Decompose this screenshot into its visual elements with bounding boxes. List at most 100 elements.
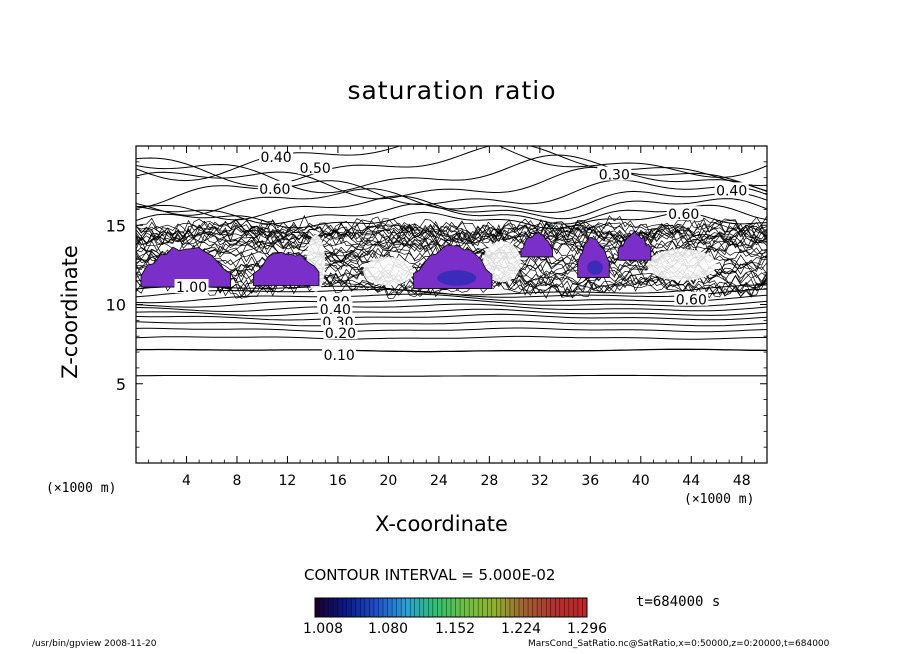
colorbar-tick-label: 1.008 [302,621,344,637]
colorbar-swatch [383,598,388,617]
colorbar-swatch [546,598,552,617]
contour-label: 0.30 [599,168,630,184]
colorbar-tick-label: 1.080 [367,621,409,637]
colorbar-swatch [396,598,402,617]
colorbar-swatch [523,598,529,617]
y-tick-label: 15 [106,216,126,235]
contour-label: 0.40 [260,150,291,166]
contour-label: 0.40 [716,183,747,199]
colorbar-swatch [514,598,520,617]
colorbar-swatch [509,598,515,617]
contour-label-bg [674,291,709,306]
contour-line [136,195,767,221]
contour-line [136,146,767,182]
colorbar-swatch [464,598,470,617]
contour-label-bg [320,313,355,328]
contour-line [136,222,767,250]
colorbar-swatch [559,598,565,617]
contour-line [136,298,767,308]
contour-label: 0.60 [259,182,290,198]
colorbar-swatch [446,598,452,617]
x-tick-label: 4 [182,473,191,489]
contour-line [136,284,767,296]
contour-line [136,179,767,209]
contour-line [136,218,767,244]
contour-line [136,188,767,216]
clear-region [647,249,717,281]
contour-label-bg [318,301,353,316]
x-tick-label: 32 [531,473,549,489]
colorbar-swatch [337,598,343,617]
colorbar-swatch [564,598,570,617]
contour-line [136,154,767,194]
contour-line [136,203,767,225]
contour-line [136,146,767,187]
colorbar-frame [314,597,588,618]
contour-labels: 0.400.500.600.300.400.601.000.800.400.30… [174,149,749,364]
colorbar-swatch [469,598,474,617]
colorbar-swatch [568,598,574,617]
colorbar-swatch [573,598,579,617]
colorbar-swatch [324,598,329,617]
colorbar-swatch [405,598,411,617]
colorbar-swatch [528,598,533,617]
clear-region [363,256,414,286]
colorbar-swatch [455,598,461,617]
colorbar-swatch [419,598,425,617]
colorbar-swatch [437,598,443,617]
colorbar-swatch [328,598,334,617]
contour-line [136,313,767,321]
x-unit-label-left: (×1000 m) [46,481,117,496]
colorbar-swatch [505,598,511,617]
x-tick-label: 40 [632,473,650,489]
colorbar-swatch [423,598,429,617]
chart-title: saturation ratio [347,76,557,105]
colorbar-swatch [378,598,384,617]
x-tick-label: 44 [682,473,700,489]
colorbar-swatch [319,598,325,617]
y-axis-ticks: 5 10 15 [106,161,767,448]
colorbar-swatch [500,598,506,617]
contour-line [136,270,767,298]
contour-line [136,303,767,313]
colorbar-swatch [537,598,542,617]
shaded-core [587,260,603,275]
y-tick-label: 10 [106,296,126,315]
colorbar-swatch [478,598,484,617]
time-label: t=684000 s [636,594,721,610]
colorbar-swatch [451,598,456,617]
colorbar-swatch [428,598,434,617]
x-tick-label: 28 [480,473,498,489]
contour-label: 0.60 [668,207,699,223]
y-tick-label: 5 [116,375,126,394]
colorbar-swatch [410,598,416,617]
contour-line [136,166,767,200]
contour-label-bg [174,279,209,294]
contour-line [136,308,767,317]
contour-line [136,220,767,248]
x-axis-label: X-coordinate [375,512,508,536]
contour-line [136,320,767,327]
contour-label-bg [714,182,749,197]
colorbar-swatch [346,598,352,617]
x-tick-label: 36 [581,473,599,489]
x-unit-label-right: (×1000 m) [684,492,755,507]
colorbar-swatch [315,598,320,617]
footer-source: MarsCond_SatRatio.nc@SatRatio,x=0:50000,… [528,639,830,649]
contour-line [136,229,767,255]
contour-line [136,211,767,230]
contour-line [136,218,767,244]
x-tick-label: 20 [379,473,397,489]
clear-region [483,241,521,283]
colorbar-swatch [401,598,406,617]
colorbar-swatch [432,598,438,617]
contour-label-bg [666,206,701,221]
x-tick-label: 48 [733,473,751,489]
colorbar-swatch [487,598,493,617]
colorbar-swatch [360,598,366,617]
colorbar-swatch [532,598,538,617]
shaded-regions [140,230,652,290]
colorbar-swatch [577,598,583,617]
colorbar-swatch [373,598,379,617]
contour-label-bg [257,180,292,195]
